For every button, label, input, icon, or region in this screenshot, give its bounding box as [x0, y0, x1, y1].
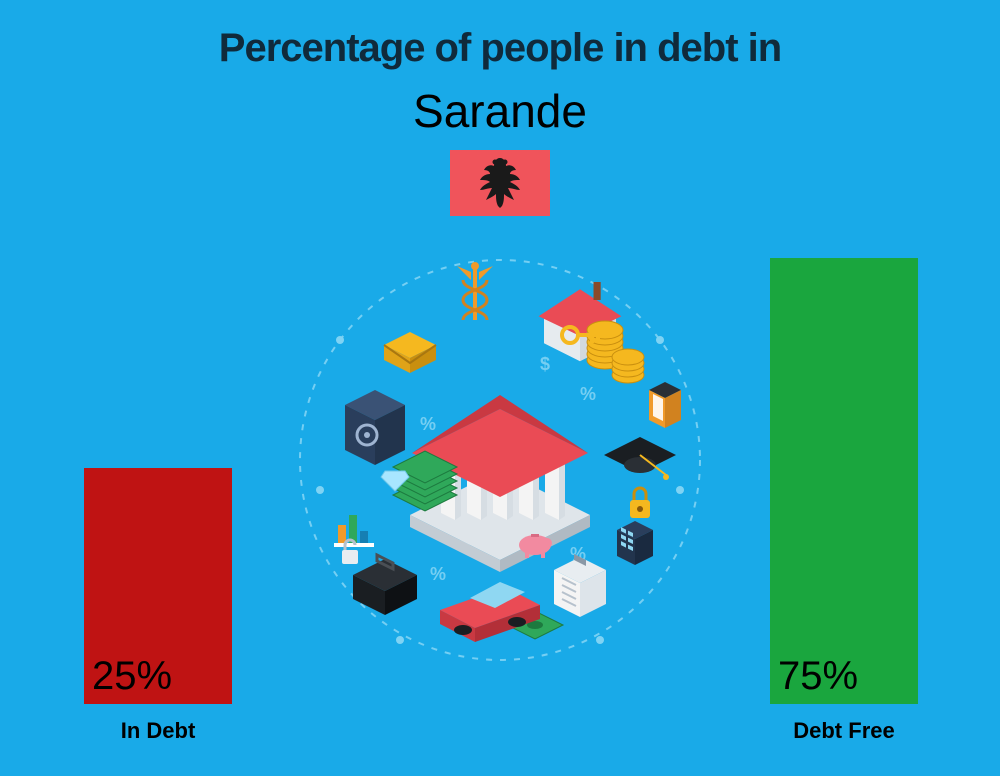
bar-debt-free-label: Debt Free [750, 718, 938, 744]
infographic-canvas: Percentage of people in debt in Sarande … [0, 0, 1000, 776]
svg-text:%: % [580, 384, 596, 404]
svg-text:%: % [430, 564, 446, 584]
albania-flag [450, 150, 550, 216]
bar-debt-free [770, 258, 918, 704]
bar-debt-free-value: 75% [770, 654, 918, 699]
svg-text:$: $ [540, 354, 550, 374]
bar-in-debt-label: In Debt [64, 718, 252, 744]
page-subtitle: Sarande [0, 84, 1000, 138]
bar-in-debt-value: 25% [84, 654, 232, 699]
page-title: Percentage of people in debt in [0, 26, 1000, 71]
svg-text:%: % [420, 414, 436, 434]
center-illustration: %%%%$$ [280, 230, 720, 670]
